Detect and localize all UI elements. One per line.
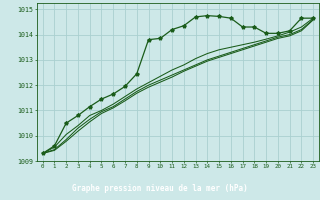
Text: Graphe pression niveau de la mer (hPa): Graphe pression niveau de la mer (hPa) [72, 184, 248, 193]
